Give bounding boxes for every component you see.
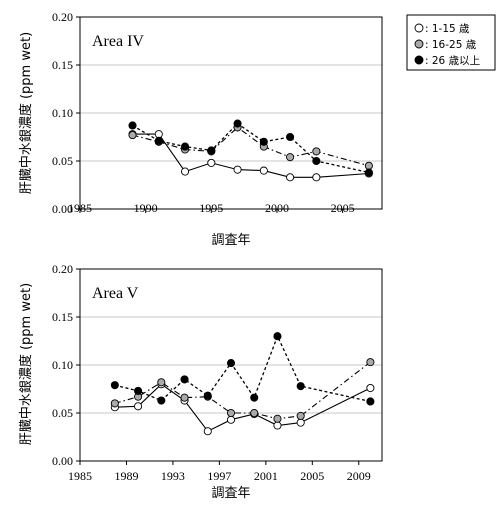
data-point (312, 156, 321, 166)
y-tick-label: 0.10 (52, 358, 73, 372)
data-point (157, 396, 166, 405)
data-point (250, 408, 259, 418)
data-point (312, 147, 321, 156)
data-point (250, 393, 259, 402)
x-tick-label: 2005 (300, 469, 324, 483)
data-point (366, 397, 375, 406)
data-point (110, 399, 119, 408)
panel-title: Area V (92, 285, 139, 302)
data-point (286, 132, 295, 142)
legend-marker (414, 55, 424, 65)
data-point (296, 418, 305, 427)
y-tick-label: 0.15 (52, 58, 73, 72)
y-tick-label: 0.20 (52, 262, 73, 276)
y-tick-label: 0.05 (52, 154, 73, 168)
legend-marker (414, 39, 424, 49)
data-point (312, 173, 321, 182)
data-point (203, 427, 212, 436)
data-point (203, 391, 212, 400)
x-tick-label: 1985 (68, 469, 92, 483)
x-axis-title: 調査年 (211, 486, 250, 501)
data-point (226, 415, 236, 424)
x-tick-label: 2001 (254, 469, 278, 483)
data-point (180, 375, 189, 384)
data-point (286, 153, 295, 162)
data-point (273, 332, 282, 341)
x-tick-label: 1985 (68, 201, 92, 215)
y-axis-title: 肝臓中水銀濃度 (ppm wet) (18, 283, 34, 445)
series-line (114, 361, 371, 420)
x-tick-label: 1997 (207, 469, 231, 483)
legend-label: : 16-25 歳 (425, 39, 477, 51)
data-point (134, 386, 143, 395)
x-tick-label: 1993 (161, 469, 185, 483)
data-point (259, 137, 268, 146)
series-line (114, 334, 371, 403)
legend-marker (414, 23, 424, 33)
data-point (128, 121, 137, 130)
data-point (180, 142, 190, 151)
y-tick-label: 0.05 (52, 406, 73, 420)
data-point (296, 382, 305, 391)
data-point (364, 161, 373, 170)
data-point (273, 414, 282, 423)
x-tick-label: 2009 (347, 469, 371, 483)
data-point (154, 130, 163, 139)
data-point (233, 165, 242, 174)
data-point (366, 358, 375, 367)
data-point (226, 408, 236, 418)
y-tick-label: 0.10 (52, 106, 73, 120)
x-tick-label: 1989 (114, 469, 138, 483)
data-point (366, 383, 375, 393)
data-point (259, 166, 268, 175)
data-point (180, 393, 189, 402)
data-point (207, 146, 216, 155)
x-tick-label: 2000 (265, 201, 289, 215)
data-point (273, 421, 282, 430)
data-point (154, 136, 163, 145)
y-tick-label: 0.00 (52, 454, 73, 468)
legend-label: : 1-15 歳 (425, 23, 470, 35)
data-point (233, 119, 242, 128)
y-axis-title: 肝臓中水銀濃度 (ppm wet) (18, 32, 34, 194)
data-point (180, 167, 190, 176)
data-point (296, 411, 305, 420)
chart-panel-2: 0.00 0.05 0.10 0.15 0.20 1985 1989 1993 1997 2001… (18, 262, 383, 501)
y-tick-label: 0.15 (52, 310, 73, 324)
data-point (226, 359, 236, 368)
chart-panel-1: 0.00 0.05 0.10 0.15 0.20 1985 1990 1995 2000 2005… (18, 10, 383, 248)
y-tick-label: 0.20 (52, 10, 73, 24)
data-point (134, 402, 143, 411)
x-tick-label: 1995 (199, 201, 223, 215)
data-point (207, 158, 216, 167)
series-line (114, 383, 371, 432)
series-line (132, 126, 370, 167)
data-point (364, 168, 373, 177)
data-point (110, 381, 119, 390)
data-point (128, 131, 137, 140)
legend-label: : 26 歳以上 (425, 55, 480, 67)
data-point (157, 378, 166, 387)
y-tick-label: 0.00 (52, 202, 73, 216)
x-axis-title: 調査年 (211, 233, 250, 248)
panel-title: Area IV (92, 33, 144, 50)
x-tick-label: 1990 (134, 201, 158, 215)
x-tick-label: 2005 (331, 201, 355, 215)
data-point (286, 173, 295, 182)
legend: : 1-15 歳 : 16-25 歳 : 26 歳以上 (406, 14, 496, 71)
